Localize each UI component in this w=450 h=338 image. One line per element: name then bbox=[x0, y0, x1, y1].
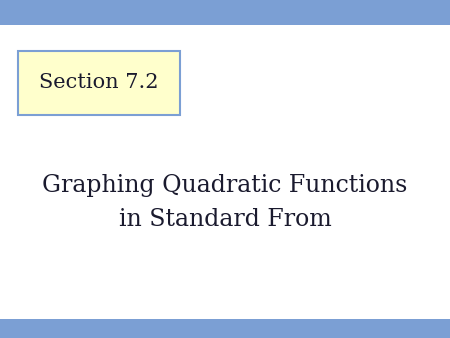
Text: Section 7.2: Section 7.2 bbox=[39, 73, 159, 92]
Bar bbox=[0, 319, 450, 338]
FancyBboxPatch shape bbox=[18, 51, 180, 115]
Bar bbox=[0, 0, 450, 25]
Text: Graphing Quadratic Functions
in Standard From: Graphing Quadratic Functions in Standard… bbox=[42, 174, 408, 231]
